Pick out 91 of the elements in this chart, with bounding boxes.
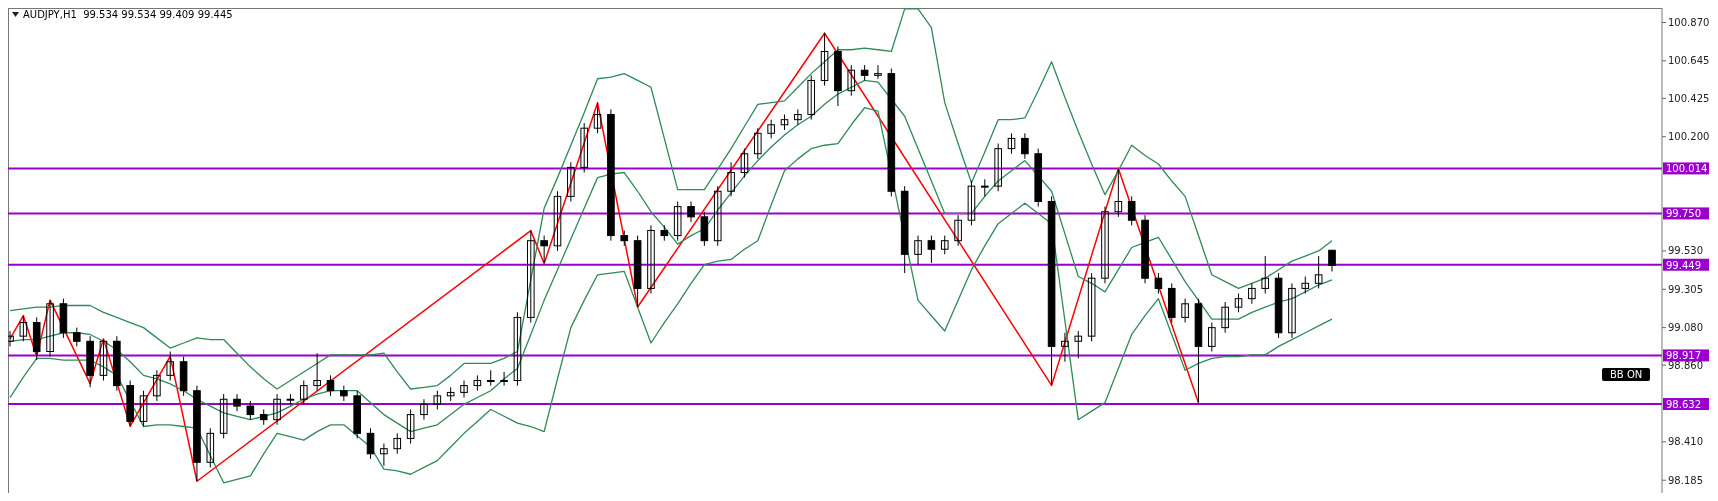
candlestick [433, 390, 442, 410]
candlestick [139, 390, 148, 428]
candlestick [72, 327, 81, 347]
ref-line-label: 98.917 [1666, 350, 1701, 362]
candlestick [847, 64, 856, 97]
candlestick [486, 369, 495, 387]
candlestick [967, 180, 976, 226]
candlestick [874, 64, 882, 80]
candlestick [687, 200, 695, 223]
y-tick-label: 99.530 [1668, 245, 1703, 257]
candlestick [700, 211, 709, 247]
candlestick [1328, 249, 1336, 273]
candlestick [166, 351, 175, 381]
candlestick [500, 371, 508, 387]
candlestick [713, 185, 722, 247]
candlestick [473, 374, 482, 392]
candlestick [1181, 298, 1189, 324]
candlestick [753, 127, 762, 160]
line-series [9, 8, 1333, 390]
y-tick-label: 100.425 [1668, 92, 1710, 104]
candlestick [567, 161, 575, 202]
candlestick [1221, 301, 1229, 334]
candlestick [647, 224, 655, 295]
candlestick [206, 427, 215, 468]
candlestick [366, 427, 375, 460]
candlestick [740, 148, 749, 179]
y-tick-label: 99.305 [1668, 283, 1703, 295]
text: BB ON [1602, 368, 1651, 381]
y-tick-label: 100.870 [1668, 17, 1710, 29]
candlestick [1301, 276, 1310, 295]
ref-line-label: 99.750 [1666, 208, 1701, 220]
chart-title: AUDJPY,H1 99.534 99.534 99.409 99.445 [23, 9, 233, 20]
y-tick-label: 100.645 [1668, 55, 1710, 67]
candlestick [526, 229, 535, 324]
candlestick [940, 235, 949, 255]
candlestick [1234, 293, 1243, 313]
candlestick [460, 379, 468, 399]
candlestick [1007, 132, 1016, 155]
line-series [9, 107, 1333, 484]
candlestick [994, 143, 1002, 192]
candlestick [99, 339, 108, 381]
candlestick [1101, 206, 1109, 284]
candlestick [927, 235, 936, 264]
ref-line-label: 100.014 [1666, 163, 1708, 175]
candlestick [1074, 330, 1083, 359]
y-tick-label: 98.860 [1668, 359, 1703, 371]
candlestick [540, 235, 548, 264]
candlestick [553, 190, 562, 252]
candlestick [673, 200, 682, 242]
candlestick [727, 161, 735, 197]
candlestick [46, 299, 54, 358]
ref-line-label: 99.449 [1666, 259, 1701, 271]
candlestick [807, 74, 816, 121]
candlestick [313, 352, 321, 392]
candlestick [1061, 332, 1069, 363]
candlestick [153, 369, 161, 402]
candlestick [1288, 282, 1296, 339]
candlestick [299, 379, 308, 405]
candlestick [1261, 255, 1270, 295]
candlestick [954, 214, 962, 247]
candlestick [580, 122, 589, 174]
line-series [9, 32, 1200, 482]
candlestick [393, 432, 402, 455]
candlestick [1127, 195, 1136, 226]
candlestick [1314, 255, 1323, 289]
candlestick [593, 102, 602, 134]
y-tick-label: 98.185 [1668, 474, 1703, 486]
candlestick [219, 393, 228, 439]
candlestick [767, 119, 775, 139]
candlestick [1154, 272, 1163, 295]
candlestick [326, 374, 335, 397]
y-tick-label: 100.200 [1668, 131, 1710, 143]
candlestick [380, 443, 388, 467]
y-tick-label: 98.410 [1668, 436, 1703, 448]
candlestick [233, 393, 241, 412]
candlestick [420, 398, 428, 421]
candlestick [1208, 322, 1216, 353]
candlestick [1248, 282, 1256, 305]
candlestick [1021, 132, 1029, 160]
candlestick [794, 108, 802, 126]
y-tick-label: 99.080 [1668, 322, 1703, 334]
candlestick [513, 311, 522, 387]
candlestick [246, 400, 255, 421]
candlestick [406, 408, 415, 445]
ref-line-label: 98.632 [1666, 399, 1701, 411]
candlestick [914, 235, 922, 266]
candlestick [820, 32, 829, 87]
candlestick [19, 315, 28, 342]
candlestick [1114, 168, 1123, 218]
candlestick [273, 393, 281, 426]
candlestick [1087, 272, 1096, 342]
